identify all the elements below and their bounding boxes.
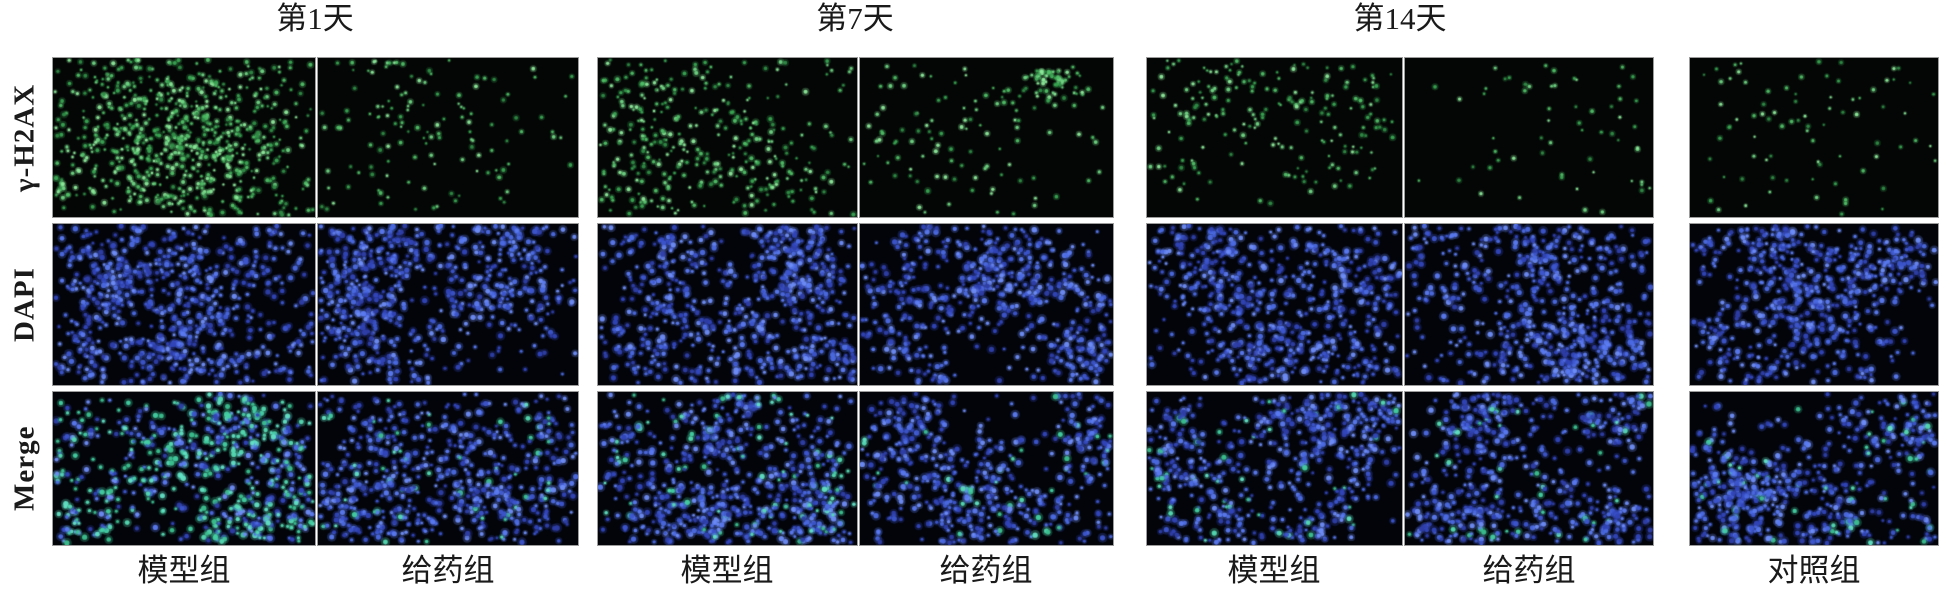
micrograph-day1-treated-dapi: [317, 223, 579, 386]
micrograph-control-dapi: [1689, 223, 1939, 386]
day14-header: 第14天: [1353, 1, 1447, 36]
day1-header: 第1天: [276, 1, 354, 36]
group-label-control: 对照组: [1767, 553, 1861, 588]
micrograph-day14-treated-h2ax: [1404, 57, 1654, 218]
micrograph-day7-treated-merge: [859, 391, 1114, 546]
group-label-day1-model: 模型组: [137, 553, 231, 588]
micrograph-day7-model-dapi: [597, 223, 858, 386]
micrograph-day1-treated-h2ax: [317, 57, 579, 218]
micrograph-day7-model-merge: [597, 391, 858, 546]
group-label-day7-model: 模型组: [680, 553, 774, 588]
micrograph-day7-treated-h2ax: [859, 57, 1114, 218]
group-label-day14-model: 模型组: [1227, 553, 1321, 588]
micrograph-day14-treated-merge: [1404, 391, 1654, 546]
micrograph-control-h2ax: [1689, 57, 1939, 218]
group-label-day7-treated: 给药组: [939, 553, 1033, 588]
micrograph-day1-model-h2ax: [52, 57, 316, 218]
group-label-day1-treated: 给药组: [401, 553, 495, 588]
micrograph-day14-treated-dapi: [1404, 223, 1654, 386]
micrograph-day7-model-h2ax: [597, 57, 858, 218]
micrograph-day1-treated-merge: [317, 391, 579, 546]
micrograph-day14-model-dapi: [1146, 223, 1403, 386]
day7-header: 第7天: [816, 1, 894, 36]
micrograph-day14-model-h2ax: [1146, 57, 1403, 218]
micrograph-day14-model-merge: [1146, 391, 1403, 546]
micrograph-day1-model-merge: [52, 391, 316, 546]
micrograph-day7-treated-dapi: [859, 223, 1114, 386]
group-label-day14-treated: 给药组: [1482, 553, 1576, 588]
micrograph-control-merge: [1689, 391, 1939, 546]
micrograph-day1-model-dapi: [52, 223, 316, 386]
